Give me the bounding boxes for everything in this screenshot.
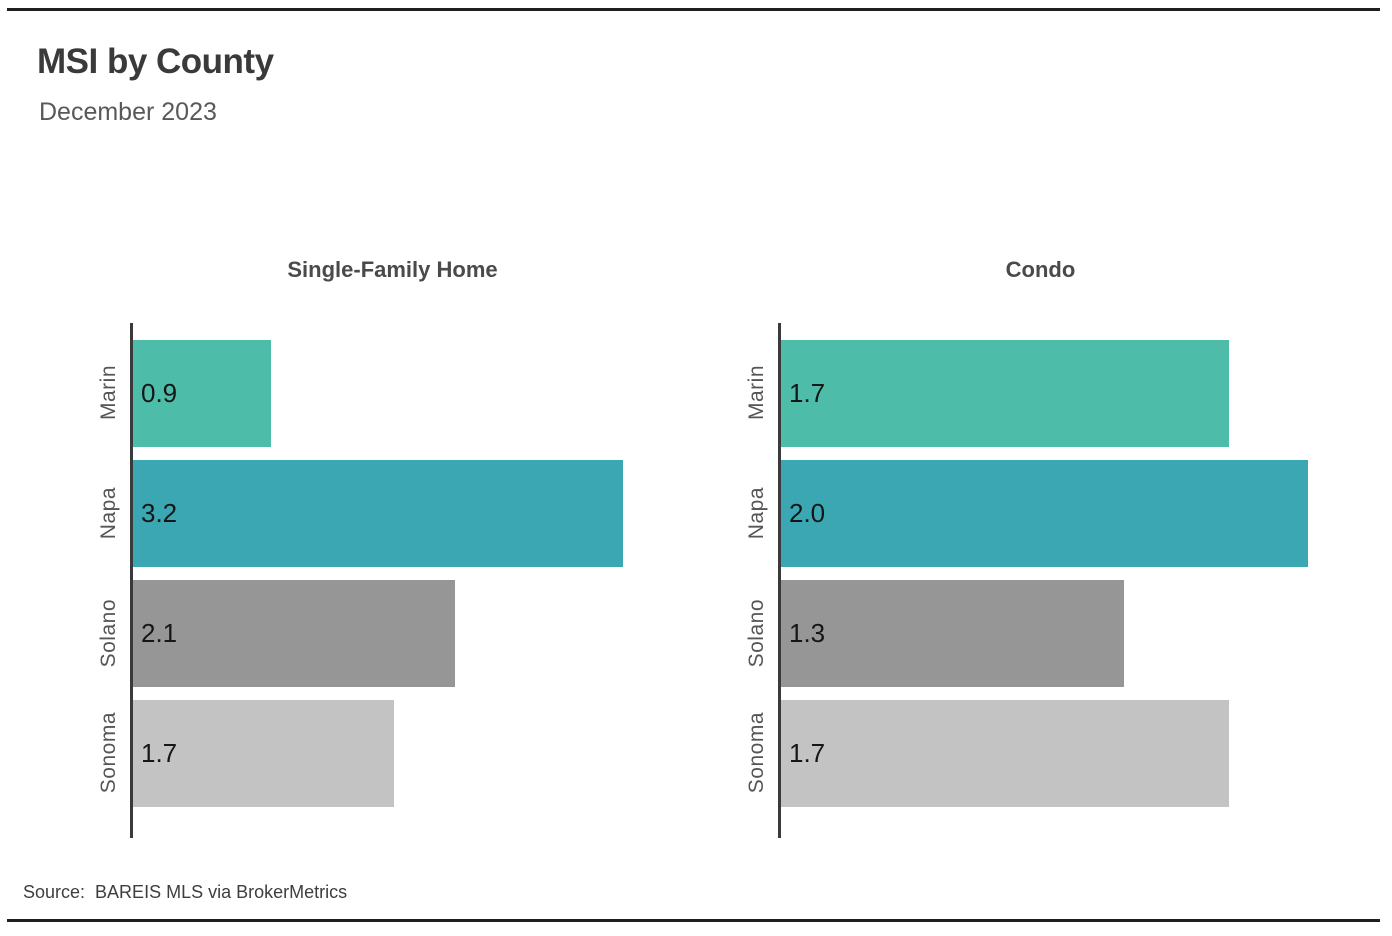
- y-axis-label: Marin: [745, 365, 768, 421]
- bar-value-label: 2.1: [141, 617, 178, 648]
- bar-value-label: 1.7: [141, 737, 178, 768]
- bar-row: Napa 3.2: [85, 453, 700, 573]
- bar-row: Solano 1.3: [733, 573, 1348, 693]
- bar-track: 2.0: [781, 459, 1348, 567]
- bar-value-label: 2.0: [789, 497, 826, 528]
- plot-area: Marin 0.9 Napa 3.2 Solano 2.1 Sonoma 1.7: [85, 323, 700, 838]
- bar-track: 2.1: [133, 579, 700, 687]
- bar-sonoma: 1.7: [781, 699, 1230, 807]
- chart-condo: Condo Marin 1.7 Napa 2.0 Solano 1.3 Sonoma 1.7: [733, 255, 1348, 838]
- bottom-border: [7, 919, 1380, 922]
- bar-napa: 2.0: [781, 459, 1309, 567]
- plot-area: Marin 1.7 Napa 2.0 Solano 1.3 Sonoma 1.7: [733, 323, 1348, 838]
- bar-row: Solano 2.1: [85, 573, 700, 693]
- bar-value-label: 3.2: [141, 497, 178, 528]
- bar-track: 1.3: [781, 579, 1348, 687]
- bar-value-label: 1.7: [789, 377, 826, 408]
- y-axis-label: Napa: [745, 486, 768, 540]
- bar-marin: 0.9: [133, 339, 271, 447]
- y-axis-label: Solano: [97, 598, 120, 668]
- source-note: Source: BAREIS MLS via BrokerMetrics: [23, 882, 347, 903]
- bar-track: 1.7: [781, 339, 1348, 447]
- bar-sonoma: 1.7: [133, 699, 394, 807]
- bar-value-label: 0.9: [141, 377, 178, 408]
- bar-row: Marin 0.9: [85, 333, 700, 453]
- source-text: BAREIS MLS via BrokerMetrics: [95, 882, 348, 902]
- y-axis-label: Sonoma: [97, 712, 120, 794]
- bar-solano: 1.3: [781, 579, 1124, 687]
- y-axis-label: Napa: [97, 486, 120, 540]
- bar-solano: 2.1: [133, 579, 455, 687]
- bar-row: Sonoma 1.7: [733, 693, 1348, 813]
- bar-row: Sonoma 1.7: [85, 693, 700, 813]
- y-axis-label: Marin: [97, 365, 120, 421]
- chart-title: Condo: [1005, 257, 1076, 282]
- bar-track: 0.9: [133, 339, 700, 447]
- bar-row: Napa 2.0: [733, 453, 1348, 573]
- bar-track: 1.7: [781, 699, 1348, 807]
- bar-value-label: 1.3: [789, 617, 826, 648]
- y-axis-line: [130, 323, 133, 838]
- bar-track: 1.7: [133, 699, 700, 807]
- bar-track: 3.2: [133, 459, 700, 567]
- y-axis-line: [778, 323, 781, 838]
- y-axis-label: Solano: [745, 598, 768, 668]
- top-border: [7, 8, 1380, 11]
- y-axis-label: Sonoma: [745, 712, 768, 794]
- page-subtitle: December 2023: [39, 98, 217, 126]
- bar-marin: 1.7: [781, 339, 1230, 447]
- bar-napa: 3.2: [133, 459, 624, 567]
- charts-row: Single-Family Home Marin 0.9 Napa 3.2 Solano…: [85, 255, 1348, 838]
- chart-single-family-home: Single-Family Home Marin 0.9 Napa 3.2 Solano…: [85, 255, 700, 838]
- bar-row: Marin 1.7: [733, 333, 1348, 453]
- page-title: MSI by County: [37, 42, 274, 81]
- source-label: Source:: [23, 882, 86, 902]
- chart-title: Single-Family Home: [287, 257, 498, 282]
- bar-value-label: 1.7: [789, 737, 826, 768]
